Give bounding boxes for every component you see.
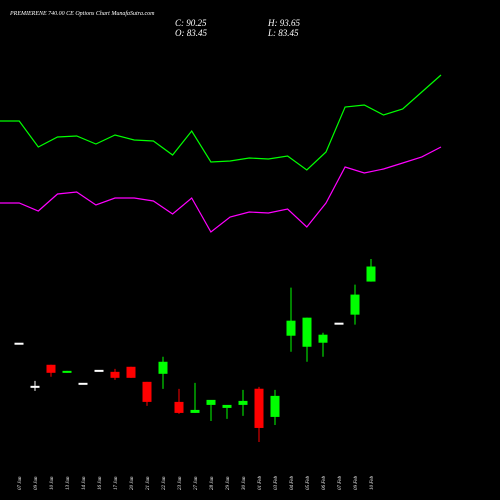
candle-body — [206, 399, 216, 405]
x-tick-label: 30 Jan — [242, 476, 247, 490]
high-label: H: 93.65 — [267, 18, 300, 28]
x-tick-label: 09 Feb — [354, 475, 359, 490]
x-tick-label: 14 Jan — [82, 476, 87, 490]
x-tick-label: 17 Jan — [114, 476, 119, 490]
indicator-line — [0, 146, 442, 233]
candle-body — [318, 334, 328, 343]
candle-body — [286, 320, 296, 336]
x-tick-label: 13 Jan — [66, 476, 71, 490]
candle-body — [190, 409, 200, 413]
x-tick-label: 29 Jan — [226, 476, 231, 490]
candle-body — [14, 342, 24, 345]
candle-body — [46, 364, 56, 373]
candle-body — [174, 401, 184, 413]
candle-body — [270, 395, 280, 417]
candle-body — [158, 361, 168, 374]
candle-body — [142, 381, 152, 402]
x-tick-label: 28 Jan — [210, 476, 215, 490]
candle-body — [126, 366, 136, 378]
x-tick-label: 23 Jan — [178, 476, 183, 490]
candle-body — [334, 322, 344, 325]
candle-body — [110, 371, 120, 378]
x-tick-label: 10 Feb — [370, 475, 375, 490]
candle-body — [222, 404, 232, 408]
candle-body — [302, 317, 312, 347]
x-tick-label: 01 Feb — [258, 475, 263, 490]
candle-body — [350, 294, 360, 315]
candle-body — [30, 385, 40, 388]
low-label: L: 83.45 — [267, 28, 299, 38]
open-label: O: 83.45 — [175, 28, 207, 38]
candle-body — [94, 369, 104, 372]
indicator-line — [0, 74, 442, 171]
candle-body — [78, 382, 88, 385]
x-tick-label: 21 Jan — [146, 476, 151, 490]
candle-body — [366, 266, 376, 282]
x-tick-label: 22 Jan — [162, 476, 167, 490]
x-tick-label: 06 Feb — [322, 475, 327, 490]
x-tick-label: 03 Feb — [274, 475, 279, 490]
x-tick-label: 09 Jan — [34, 476, 39, 490]
x-tick-label: 05 Feb — [306, 475, 311, 490]
x-tick-label: 20 Jan — [130, 476, 135, 490]
x-tick-label: 10 Jan — [50, 476, 55, 490]
candle-body — [62, 370, 72, 373]
x-tick-label: 16 Jan — [98, 476, 103, 490]
candle-body — [254, 388, 264, 428]
x-tick-label: 07 Jan — [18, 476, 23, 490]
x-tick-label: 04 Feb — [290, 475, 295, 490]
close-label: C: 90.25 — [175, 18, 207, 28]
x-tick-label: 27 Jan — [194, 476, 199, 490]
candle-body — [238, 400, 248, 405]
chart-title: PREMIERENE 740.00 CE Options Chart Munaf… — [9, 10, 155, 17]
x-tick-label: 07 Feb — [338, 475, 343, 490]
